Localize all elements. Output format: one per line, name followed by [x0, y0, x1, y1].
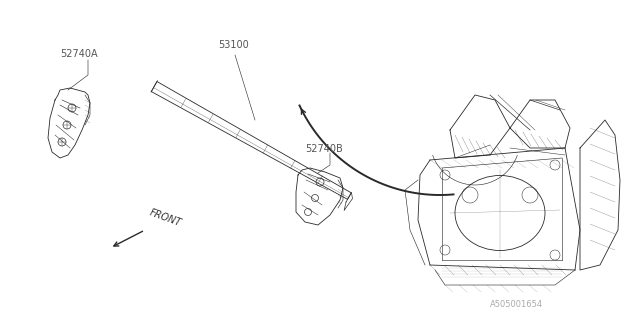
Text: 52740B: 52740B — [305, 144, 343, 154]
Text: A505001654: A505001654 — [490, 300, 543, 309]
Text: FRONT: FRONT — [148, 207, 182, 228]
Text: 53100: 53100 — [218, 40, 249, 50]
Text: 52740A: 52740A — [60, 49, 98, 59]
